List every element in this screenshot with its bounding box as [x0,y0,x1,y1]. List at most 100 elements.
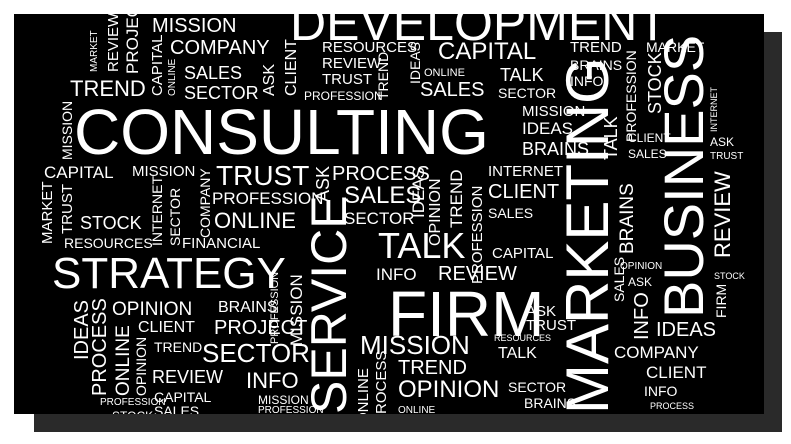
word-brains-right2: BRAINS [617,183,638,254]
word-consulting: CONSULTING [74,96,489,168]
word-ask-right: ASK [710,135,735,149]
word-opinion-right: OPINION [620,261,663,272]
word-process-bottom2: PROCESS [650,401,695,411]
word-profession-center: PROFESSION [469,185,486,284]
word-service: SERVICE [301,195,357,414]
word-ideas-bottom: IDEAS [656,319,717,341]
word-sales-center2: SALES [488,205,534,221]
word-mission-vleft: MISSION [59,100,75,160]
word-sector-center: SECTOR [344,209,415,228]
word-sector: SECTOR [184,83,259,103]
word-sector-left: SECTOR [167,187,183,246]
word-internet-left: INTERNET [149,176,165,246]
word-trust-bottom: TRUST [526,317,576,334]
word-review-center: REVIEW [438,263,517,285]
word-trend-right: TREND [570,39,622,56]
word-process-left: PROCESS [89,298,111,396]
word-info-top: INFO [570,73,604,89]
word-profession-right: PROFESSION [623,50,639,142]
word-review-left: REVIEW [152,367,224,387]
word-talk-top: TALK [500,65,544,85]
word-info-right2: INFO [631,292,653,340]
word-market-left: MARKET [39,181,56,244]
word-online-mid: ONLINE [424,67,465,79]
word-profession-vleft: PROFESSION [269,271,281,344]
word-market-top: MARKET [89,30,100,72]
word-client-bottom: CLIENT [646,363,707,382]
word-mission: MISSION [152,15,237,37]
word-opinion-left: OPINION [112,299,193,320]
word-trust-top: TRUST [322,71,372,88]
word-project-left: PROJECT [214,317,308,339]
word-trust-right: TRUST [710,151,744,162]
word-trust-left: TRUST [216,160,310,191]
word-sector-left2: SECTOR [202,338,310,368]
word-company-bottom: COMPANY [614,343,699,362]
word-sales: SALES [184,63,243,83]
word-sales-right: SALES [628,147,667,161]
word-brains-bottom: BRAINS [524,395,577,411]
word-capital-left2: CAPITAL [154,389,212,405]
word-sales-center: SALES [344,182,422,209]
word-opinion-center: OPINION [427,178,444,246]
word-sales-left: SALES [154,403,200,414]
word-opinion-vleft: OPINION [133,336,149,396]
word-mission-large: MISSION [360,330,470,360]
word-trust-vleft: TRUST [59,184,76,234]
word-development: DEVELOPMENT [290,14,668,51]
word-ideas-center: IDEAS [409,166,428,218]
word-market-right: MARKET [646,39,705,55]
word-talk-bottom: TALK [498,345,537,362]
word-strategy: STRATEGY [52,249,286,298]
word-info-left: INFO [246,368,299,393]
word-client-top: CLIENT [283,39,300,96]
word-ask-vleft: ASK [313,165,333,202]
word-mission-vleft2: MISSION [287,274,306,346]
word-company: COMPANY [170,37,270,59]
word-stock-left2: STOCK [112,410,153,414]
word-trend-left: TREND [154,339,203,355]
word-capital-center: CAPITAL [492,245,554,262]
word-sector-bottom: SECTOR [508,379,567,395]
word-trend-center: TREND [447,169,466,228]
word-mission-right: MISSION [522,103,586,120]
word-sales-top: SALES [420,79,485,101]
word-resources-left: RESOURCES [64,235,153,251]
word-capital: CAPITAL [438,38,537,65]
word-brains-right: BRAINS [522,139,590,159]
word-resources-bottom: RESOURCES [494,333,552,343]
word-review-right: REVIEW [710,171,735,258]
word-ideas-top: IDEAS [407,41,423,84]
word-online-top: ONLINE [167,58,178,96]
word-profession-top: PROFESSION [304,89,383,103]
word-info-center: INFO [376,265,417,284]
word-talk-large: TALK [378,225,466,266]
word-resources: RESOURCES [322,39,418,56]
word-capital-top: CAPITAL [149,34,166,96]
word-cloud-panel: DEVELOPMENT CONSULTING STRATEGY SERVICE … [14,14,764,414]
word-talk-right: TALK [601,116,621,160]
word-online-left: ONLINE [214,208,296,233]
word-stock-left: STOCK [80,213,142,233]
word-stock-right2: STOCK [714,271,745,281]
word-client-right: CLIENT [628,131,671,145]
word-profession-left: PROFESSION [212,189,324,208]
word-mission-left2: MISSION [258,393,309,407]
word-brains-top: BRAINS [570,57,623,73]
word-process-bottom: PROCESS [373,350,390,414]
word-online-vleft: ONLINE [113,325,134,396]
word-review: REVIEW [322,55,382,72]
word-brains-left: BRAINS [218,299,278,316]
word-ask-top: ASK [261,63,278,96]
word-review-top: REVIEW [105,14,122,72]
word-ask-bottom: ASK [526,303,557,320]
word-internet: INTERNET [488,163,563,180]
word-project-top: PROJECT [123,14,142,74]
word-trend-bottom: TREND [398,357,467,379]
word-internet-right: INTERNET [709,87,719,132]
word-stock-right: STOCK [645,52,665,114]
word-firm-right: FIRM [713,283,729,318]
word-ask-right2: ASK [628,275,653,289]
word-firm: FIRM [388,278,545,350]
word-client-left: CLIENT [138,319,195,336]
